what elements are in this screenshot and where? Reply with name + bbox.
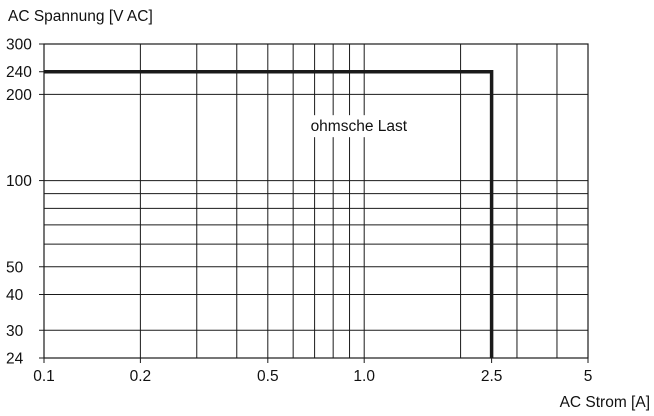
annotations: ohmsche Last xyxy=(307,115,436,138)
y-axis-label: AC Spannung [V AC] xyxy=(8,8,153,25)
y-tick-label: 50 xyxy=(6,259,24,276)
grid-lines xyxy=(44,44,588,358)
x-tick-labels: 0.1 0.2 0.5 1.0 2.5 5 xyxy=(33,358,592,385)
annotation-label: ohmsche Last xyxy=(311,118,408,135)
plot-frame xyxy=(43,43,589,359)
y-tick-label: 30 xyxy=(6,323,24,340)
y-tick-label: 100 xyxy=(6,173,32,190)
y-tick-label: 300 xyxy=(6,37,32,54)
x-tick-label: 0.1 xyxy=(33,368,55,385)
y-tick-label: 24 xyxy=(6,351,24,368)
limit-curve xyxy=(44,69,494,358)
series-layer xyxy=(44,69,494,358)
y-tick-labels: 24 30 40 50 100 200 240 300 xyxy=(6,37,44,368)
y-tick-label: 240 xyxy=(6,64,32,81)
y-tick-label: 200 xyxy=(6,87,32,104)
x-tick-label: 0.2 xyxy=(130,368,152,385)
x-tick-label: 2.5 xyxy=(481,368,503,385)
annotation-background xyxy=(307,115,436,138)
y-tick-label: 40 xyxy=(6,287,24,304)
x-tick-label: 5 xyxy=(584,368,593,385)
x-tick-label: 1.0 xyxy=(353,368,375,385)
x-axis-label: AC Strom [A] xyxy=(560,394,650,411)
x-tick-label: 0.5 xyxy=(257,368,279,385)
